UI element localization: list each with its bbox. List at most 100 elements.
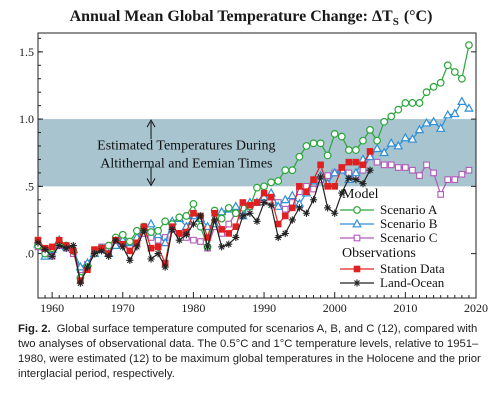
data-point: [380, 161, 388, 169]
data-point: [288, 216, 296, 224]
data-point: [196, 212, 205, 220]
data-point: [414, 124, 425, 134]
data-point: [443, 61, 452, 70]
data-point: [112, 236, 120, 244]
data-point: [133, 243, 141, 251]
data-point: [387, 112, 396, 121]
data-point: [147, 255, 155, 263]
data-point: [218, 243, 226, 251]
data-point: [190, 209, 197, 217]
data-point: [338, 189, 346, 197]
band-arrow-down-head: [146, 178, 156, 187]
data-point: [316, 139, 325, 148]
data-point: [274, 233, 282, 242]
data-point: [373, 136, 381, 145]
data-point: [253, 199, 261, 206]
data-point: [90, 250, 99, 258]
data-point: [288, 166, 297, 175]
y-tick-label: 1.5: [19, 45, 34, 59]
data-point: [146, 218, 156, 228]
data-point: [309, 139, 318, 148]
data-point: [310, 176, 317, 183]
data-point: [239, 199, 247, 206]
data-point: [409, 166, 416, 174]
data-point: [449, 108, 460, 118]
legend-header-observations: Observations: [342, 246, 416, 261]
data-point: [75, 261, 86, 271]
data-point: [359, 180, 367, 188]
data-point: [246, 201, 254, 209]
series-line-land-ocean: [37, 169, 371, 286]
data-point: [154, 243, 162, 251]
data-point: [429, 82, 438, 91]
data-point: [119, 243, 127, 251]
data-point: [302, 142, 311, 150]
x-tick-label: 1970: [111, 301, 135, 315]
data-point: [386, 138, 397, 147]
data-point: [105, 252, 113, 260]
data-point: [202, 221, 213, 231]
band-arrow-up-head: [146, 119, 156, 128]
data-point: [104, 241, 113, 250]
data-point: [330, 129, 339, 138]
data-point: [353, 234, 361, 242]
data-point: [267, 201, 275, 209]
data-point: [140, 227, 148, 235]
data-point: [175, 230, 183, 237]
data-point: [253, 217, 261, 225]
data-point: [324, 204, 332, 212]
data-point: [239, 212, 247, 220]
data-point: [444, 176, 452, 183]
y-tick-label: .5: [25, 179, 34, 193]
data-point: [175, 213, 184, 222]
data-point: [281, 212, 289, 220]
data-point: [317, 161, 324, 169]
data-point: [359, 166, 367, 174]
data-point: [379, 147, 389, 157]
temperature-chart: Annual Mean Global Temperature Change: Δ…: [19, 8, 488, 315]
data-point: [450, 68, 459, 76]
data-point: [69, 241, 77, 250]
data-point: [126, 247, 134, 255]
data-point: [34, 239, 42, 247]
data-point: [428, 116, 439, 126]
data-point: [380, 117, 389, 126]
data-point: [182, 231, 190, 239]
legend-header-model: Model: [342, 187, 379, 202]
legend-label-station-data: Station Data: [380, 261, 445, 276]
series-layer: [33, 41, 474, 287]
data-point: [337, 132, 346, 141]
data-point: [218, 226, 225, 233]
data-point: [353, 265, 361, 273]
data-point: [422, 88, 431, 97]
data-point: [253, 183, 261, 192]
data-point: [310, 185, 317, 193]
data-point: [126, 256, 134, 264]
data-point: [366, 148, 374, 155]
data-point: [359, 161, 367, 169]
legend-label-land-ocean: Land-Ocean: [380, 275, 445, 290]
x-tick-label: 1990: [252, 301, 276, 315]
data-point: [295, 204, 303, 212]
caption-label: Fig. 2.: [18, 323, 51, 335]
caption-text: Global surface temperature computed for …: [18, 323, 481, 380]
data-point: [48, 252, 56, 260]
data-point: [230, 201, 241, 210]
data-point: [400, 132, 411, 142]
data-point: [458, 170, 466, 178]
data-point: [415, 99, 424, 107]
data-point: [464, 103, 474, 112]
data-point: [407, 134, 418, 143]
band-label-line-1: Estimated Temperatures During: [97, 139, 275, 154]
data-point: [302, 209, 311, 217]
chart-title-unit: (°C): [404, 8, 433, 25]
data-point: [436, 78, 445, 87]
y-tick-label: 1.0: [19, 112, 34, 126]
data-point: [345, 158, 353, 166]
data-point: [351, 167, 361, 177]
data-point: [118, 230, 127, 239]
data-point: [83, 263, 92, 271]
y-tick-label: .0: [25, 247, 34, 261]
data-point: [147, 228, 155, 236]
